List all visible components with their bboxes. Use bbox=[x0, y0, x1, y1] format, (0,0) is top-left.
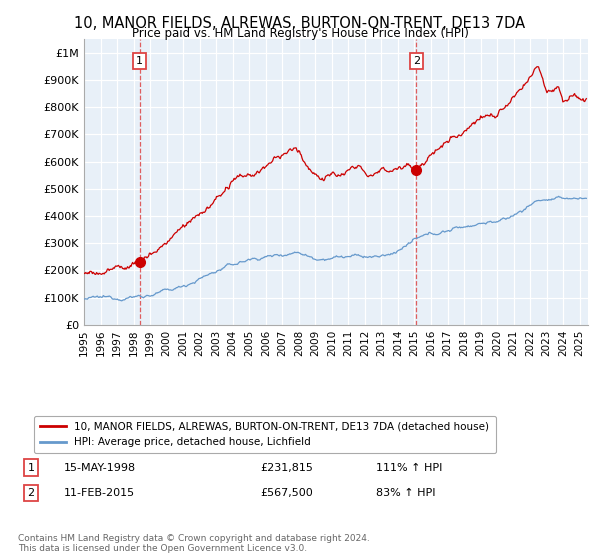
Text: 15-MAY-1998: 15-MAY-1998 bbox=[64, 463, 136, 473]
Text: £567,500: £567,500 bbox=[260, 488, 313, 498]
Text: 1: 1 bbox=[136, 56, 143, 66]
Legend: 10, MANOR FIELDS, ALREWAS, BURTON-ON-TRENT, DE13 7DA (detached house), HPI: Aver: 10, MANOR FIELDS, ALREWAS, BURTON-ON-TRE… bbox=[34, 416, 496, 454]
Text: 2: 2 bbox=[28, 488, 35, 498]
Text: Contains HM Land Registry data © Crown copyright and database right 2024.
This d: Contains HM Land Registry data © Crown c… bbox=[18, 534, 370, 553]
Text: Price paid vs. HM Land Registry's House Price Index (HPI): Price paid vs. HM Land Registry's House … bbox=[131, 27, 469, 40]
Text: £231,815: £231,815 bbox=[260, 463, 313, 473]
Text: 1: 1 bbox=[28, 463, 35, 473]
Text: 83% ↑ HPI: 83% ↑ HPI bbox=[376, 488, 436, 498]
Text: 11-FEB-2015: 11-FEB-2015 bbox=[64, 488, 135, 498]
Text: 10, MANOR FIELDS, ALREWAS, BURTON-ON-TRENT, DE13 7DA: 10, MANOR FIELDS, ALREWAS, BURTON-ON-TRE… bbox=[74, 16, 526, 31]
Text: 111% ↑ HPI: 111% ↑ HPI bbox=[376, 463, 443, 473]
Text: 2: 2 bbox=[413, 56, 420, 66]
